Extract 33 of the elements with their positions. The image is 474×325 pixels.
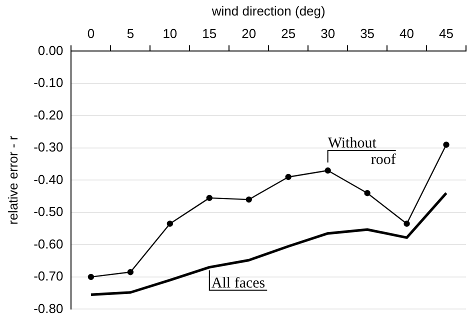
x-tick-label: 15 xyxy=(202,26,217,41)
x-tick-label: 45 xyxy=(439,26,454,41)
point xyxy=(443,142,450,148)
y-tick-label: -0.20 xyxy=(34,107,64,122)
x-tick-label: 25 xyxy=(281,26,296,41)
point xyxy=(166,220,174,227)
x-tick-label: 40 xyxy=(400,26,414,41)
point xyxy=(246,196,252,203)
y-tick-label: -0.80 xyxy=(34,300,64,316)
y-tick-label: -0.70 xyxy=(34,268,64,284)
point xyxy=(324,167,331,174)
point xyxy=(206,194,212,202)
y-tick-label: -0.10 xyxy=(34,75,64,90)
y-tick-label: -0.60 xyxy=(34,236,64,252)
y-tick-label: -0.40 xyxy=(34,172,64,187)
x-axis-title: wind direction (deg) xyxy=(210,3,326,18)
series-label: All faces xyxy=(211,275,266,292)
series-label: Without roof xyxy=(328,136,396,168)
point xyxy=(285,174,292,180)
point xyxy=(364,190,370,196)
x-tick-label: 35 xyxy=(360,26,375,41)
x-tick-label: 10 xyxy=(162,26,178,41)
y-tick-label: 0.00 xyxy=(38,42,64,58)
y-tick-label: -0.30 xyxy=(34,140,64,155)
x-tick-label: 5 xyxy=(126,26,134,41)
x-tick-label: 30 xyxy=(320,26,336,41)
x-tick-label: 0 xyxy=(87,26,95,41)
point xyxy=(127,269,134,276)
point xyxy=(404,220,410,227)
y-tick-label: -0.50 xyxy=(34,204,64,220)
point xyxy=(88,274,94,280)
y-axis-title: relative error - r xyxy=(5,135,20,225)
x-tick-label: 20 xyxy=(242,26,256,41)
